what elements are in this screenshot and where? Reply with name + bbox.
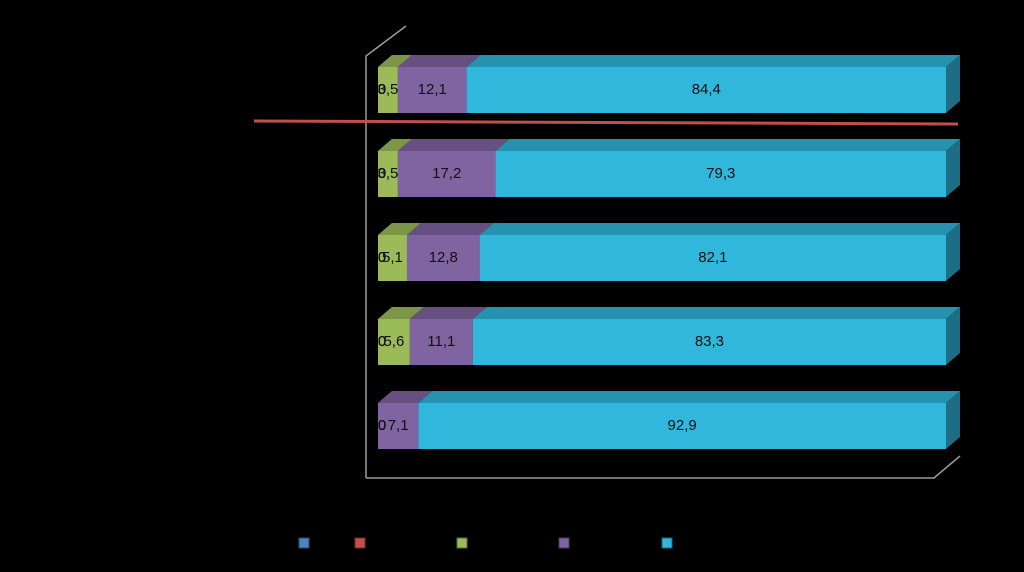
data-label: 92,9 [668,417,697,434]
bar-top [495,139,960,151]
data-label: 0 [378,165,386,182]
bar-top [472,307,960,319]
legend-swatch [558,537,570,549]
data-label: 82,1 [698,249,727,266]
data-label: 0 [378,417,386,434]
legend-swatch [456,537,468,549]
bar-segment [466,67,946,113]
bar-top [409,307,487,319]
bar-side [946,307,960,365]
bar-segment [406,235,480,281]
data-label: 12,8 [429,249,458,266]
bar-top [378,139,412,151]
bar-side [946,139,960,197]
bar-segment [418,403,946,449]
axis-wall [365,25,407,478]
bar-top [397,139,510,151]
bar-side [946,391,960,449]
bar-top [378,55,412,67]
data-label: 0 [378,165,386,182]
data-label: 5,6 [383,333,404,350]
data-label: 0 [378,333,386,350]
axis-floor [366,455,961,479]
data-label: 84,4 [692,81,721,98]
data-label: 0 [378,249,386,266]
bar-segment [495,151,946,197]
legend [298,537,673,549]
bar-segment [378,67,398,113]
data-label: 5,1 [382,249,403,266]
data-label: 3,5 [378,165,399,182]
bar-top [378,307,424,319]
bar-top [466,55,960,67]
bar-top [406,223,494,235]
data-label: 0 [378,417,386,434]
data-label: 0 [378,81,386,98]
bar-segment [397,67,467,113]
bar-segment [397,151,496,197]
bar-side [946,223,960,281]
data-label: 7,1 [388,417,409,434]
bar-top [378,223,421,235]
bar-top [378,391,433,403]
data-label: 0 [378,417,386,434]
data-label: 0 [378,333,386,350]
bar-segment [378,319,410,365]
data-label: 12,1 [418,81,447,98]
data-label: 83,3 [695,333,724,350]
reference-line [253,119,959,126]
bar-segment [409,319,473,365]
bar-top [397,55,481,67]
bar-segment [472,319,946,365]
data-label: 3,5 [378,81,399,98]
bar-segment [378,403,419,449]
legend-swatch [298,537,310,549]
data-label: 17,2 [432,165,461,182]
bar-top [418,391,960,403]
legend-swatch [661,537,673,549]
legend-swatch [354,537,366,549]
data-label: 79,3 [706,165,735,182]
bar-top [479,223,960,235]
bar-segment [378,235,407,281]
bar-segment [479,235,946,281]
bar-side [946,55,960,113]
data-label: 0 [378,249,386,266]
data-label: 0 [378,81,386,98]
data-label: 11,1 [427,333,455,350]
bar-segment [378,151,398,197]
